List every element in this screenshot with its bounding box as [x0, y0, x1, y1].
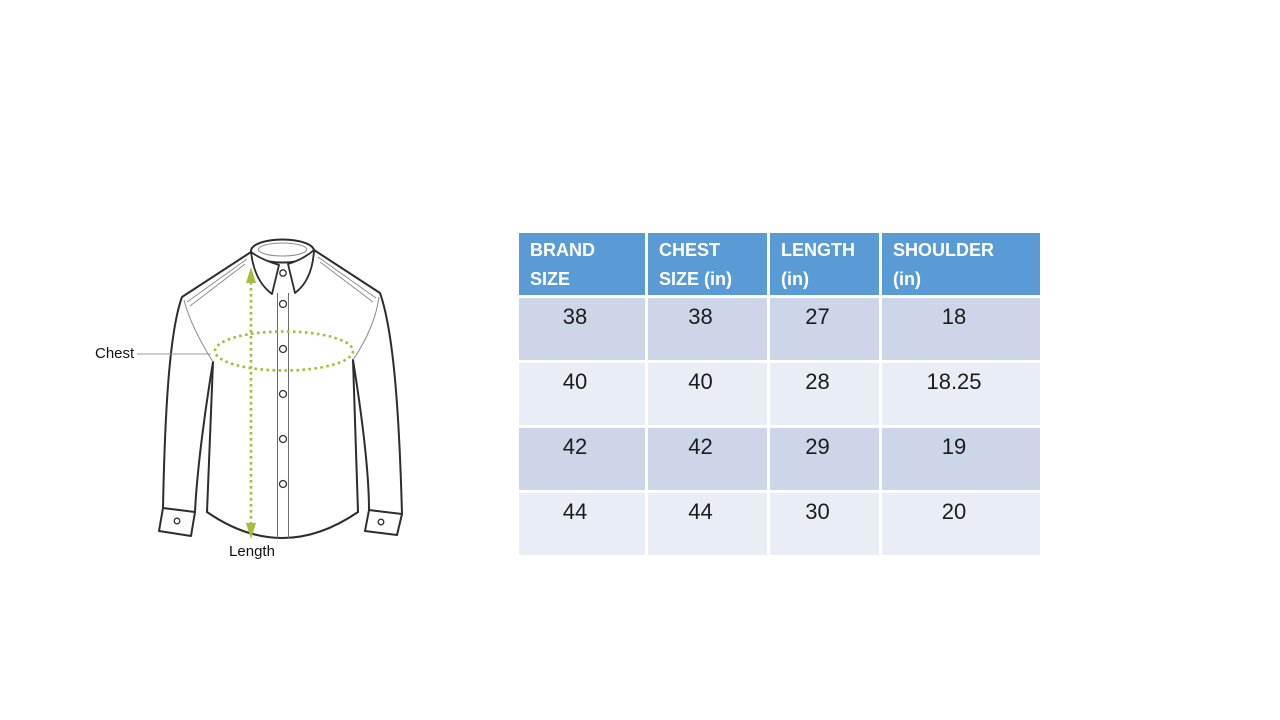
size-chart-table: BRAND SIZE CHEST SIZE (in) LENGTH (in) S… — [516, 230, 1043, 558]
header-line: SIZE — [530, 269, 571, 289]
cell-brand-size: 40 — [519, 363, 645, 425]
cell-shoulder: 18.25 — [882, 363, 1040, 425]
cell-length: 29 — [770, 428, 879, 490]
shirt-body — [158, 249, 403, 539]
table-header-row: BRAND SIZE CHEST SIZE (in) LENGTH (in) S… — [519, 233, 1040, 295]
cell-chest-size: 38 — [648, 298, 767, 360]
cell-length: 28 — [770, 363, 879, 425]
cell-length: 27 — [770, 298, 879, 360]
cell-chest-size: 44 — [648, 493, 767, 555]
chest-label: Chest — [95, 345, 135, 362]
header-line: SIZE (in) — [659, 269, 732, 289]
shirt-buttons — [278, 299, 288, 489]
header-chest-size: CHEST SIZE (in) — [648, 233, 767, 295]
cell-shoulder: 18 — [882, 298, 1040, 360]
cell-chest-size: 40 — [648, 363, 767, 425]
table-row: 42 42 29 19 — [519, 428, 1040, 490]
table-row: 44 44 30 20 — [519, 493, 1040, 555]
left-cuff-button — [173, 517, 181, 525]
cell-shoulder: 20 — [882, 493, 1040, 555]
table-row: 38 38 27 18 — [519, 298, 1040, 360]
shirt-collar — [250, 238, 315, 295]
header-length: LENGTH (in) — [770, 233, 879, 295]
right-cuff-button — [377, 518, 385, 526]
header-line: BRAND — [530, 240, 595, 260]
header-line: (in) — [893, 269, 921, 289]
cell-brand-size: 44 — [519, 493, 645, 555]
header-line: CHEST — [659, 240, 721, 260]
header-line: SHOULDER — [893, 240, 995, 260]
cell-length: 30 — [770, 493, 879, 555]
cell-shoulder: 19 — [882, 428, 1040, 490]
header-brand-size: BRAND SIZE — [519, 233, 645, 295]
chest-measure-ellipse — [213, 330, 355, 372]
shirt-illustration — [137, 238, 403, 539]
table-row: 40 40 28 18.25 — [519, 363, 1040, 425]
shirt-figure: Chest Length — [0, 0, 520, 720]
cell-brand-size: 42 — [519, 428, 645, 490]
collar-button — [279, 269, 287, 277]
cell-brand-size: 38 — [519, 298, 645, 360]
header-line: (in) — [781, 269, 809, 289]
cell-chest-size: 42 — [648, 428, 767, 490]
header-line: LENGTH — [781, 240, 855, 260]
length-label: Length — [229, 543, 275, 560]
header-shoulder: SHOULDER (in) — [882, 233, 1040, 295]
length-measure-arrow — [246, 267, 256, 539]
